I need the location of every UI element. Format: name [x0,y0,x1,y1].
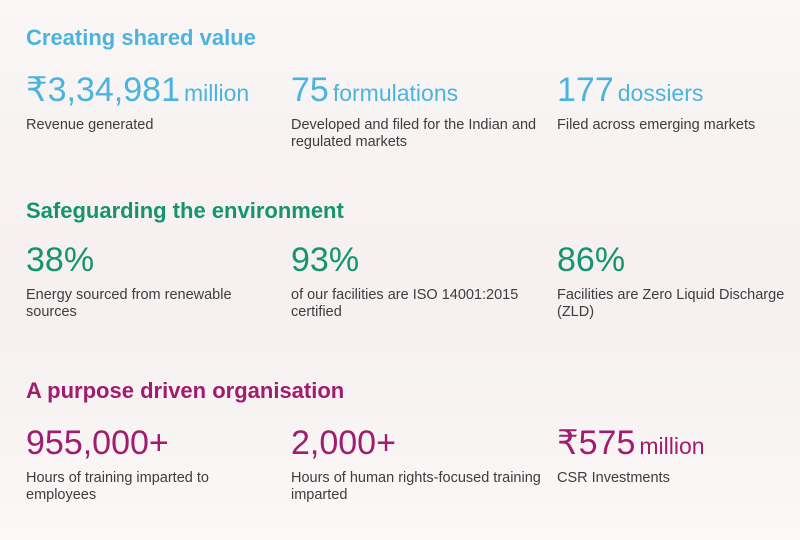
stat-value: 955,000+ [26,424,169,462]
stat-description: Energy sourced from renewable sources [26,287,232,320]
stat-value: 2,000+ [291,424,396,462]
stat-value: 38% [26,241,95,279]
section-title: Safeguarding the environment [26,198,344,223]
stat-formulations: 75 formulations Developed and filed for t… [291,73,541,151]
stat-number: ₹575 [557,424,636,462]
stat-unit: formulations [332,80,459,106]
stat-number: 75 [291,71,329,109]
stat-description: Hours of human rights-focused training i… [291,470,541,503]
section-title: Creating shared value [26,25,256,50]
stat-description: Developed and filed for the Indian and r… [291,117,537,150]
stat-description: Filed across emerging markets [557,117,756,133]
stat-value: 86% [557,241,626,279]
stat-number: ₹3,34,981 [26,71,180,109]
stat-value: 75 formulations [291,73,541,107]
stat-iso-certified: 93% of our facilities are ISO 14001:2015… [291,243,541,321]
stat-value: 177 dossiers [557,73,800,107]
stat-training-hours: 955,000+ Hours of training imparted to e… [26,426,276,504]
section-title: A purpose driven organisation [26,378,345,403]
stat-unit: million [639,433,705,459]
stat-renewable-energy: 38% Energy sourced from renewable source… [26,243,276,321]
stat-human-rights-training: 2,000+ Hours of human rights-focused tra… [291,426,541,504]
stat-description: Facilities are Zero Liquid Discharge (ZL… [557,287,785,320]
section-creating-shared-value: Creating shared value ₹3,34,981 million R… [26,25,786,151]
stat-value: ₹3,34,981 million [26,73,276,107]
stat-dossiers: 177 dossiers Filed across emerging market… [557,73,800,134]
stat-csr-investments: ₹575 million CSR Investments [557,426,800,487]
stat-description: Revenue generated [26,117,154,133]
stat-zero-liquid-discharge: 86% Facilities are Zero Liquid Discharge… [557,243,800,321]
stat-description: of our facilities are ISO 14001:2015 cer… [291,287,519,320]
stat-description: Hours of training imparted to employees [26,470,209,503]
stat-unit: million [183,80,250,106]
stat-revenue: ₹3,34,981 million Revenue generated [26,73,276,134]
section-safeguarding-environment: Safeguarding the environment 38% Energy … [26,198,786,321]
stat-description: CSR Investments [557,470,670,486]
stat-unit: dossiers [617,80,704,106]
section-purpose-driven-organisation: A purpose driven organisation 955,000+ H… [26,378,786,504]
stat-value: ₹575 million [557,426,800,460]
stat-value: 93% [291,241,360,279]
stat-number: 177 [557,71,614,109]
